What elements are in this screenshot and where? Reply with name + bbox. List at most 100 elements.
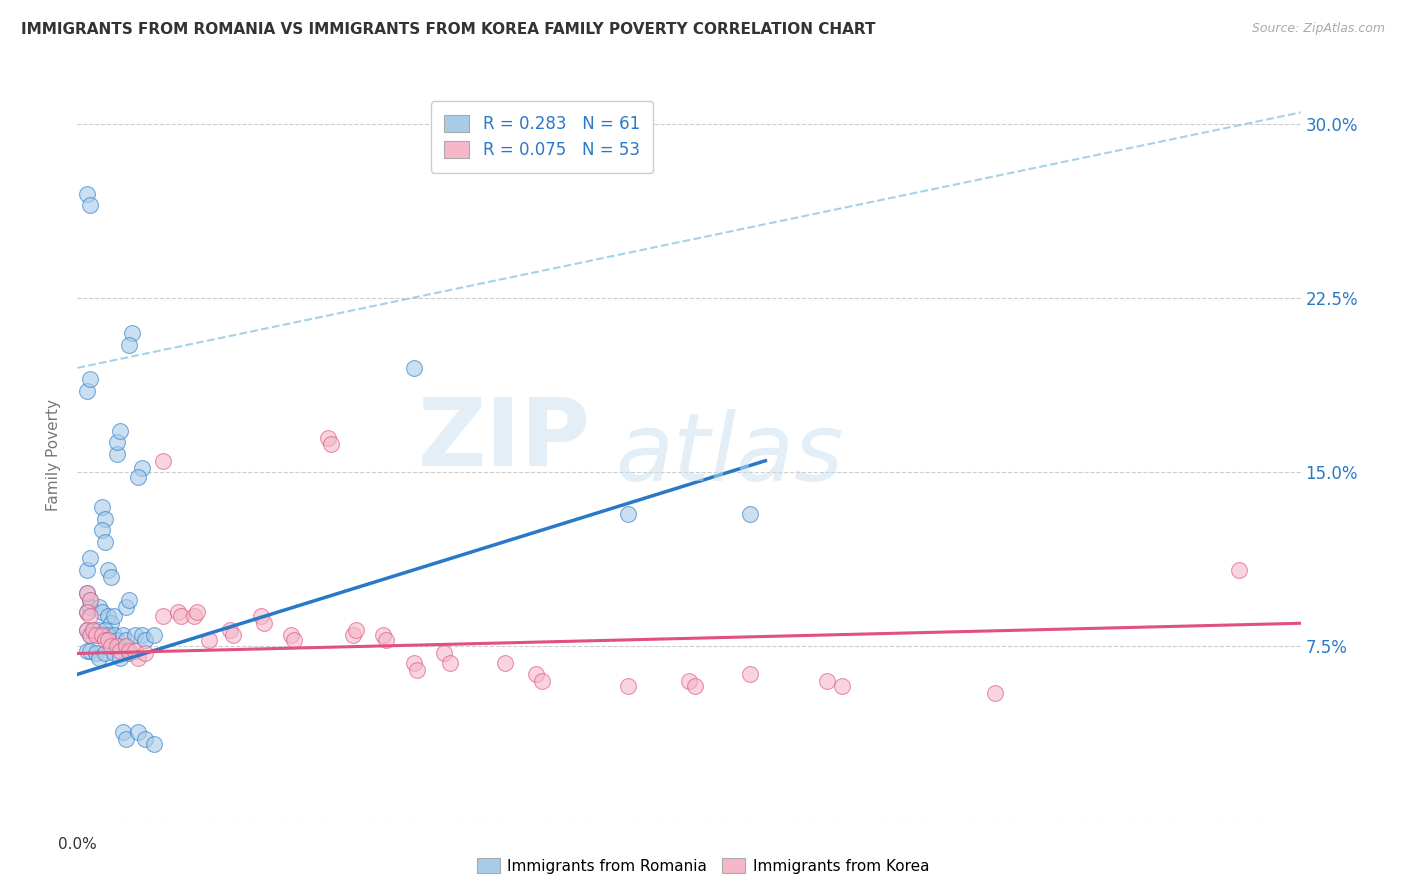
Point (128, 470, 150, 484)
Point (683, 679, 706, 693)
Point (124, 628, 146, 642)
Point (82, 624, 104, 638)
Legend: R = 0.283   N = 61, R = 0.075   N = 53: R = 0.283 N = 61, R = 0.075 N = 53 (432, 101, 654, 172)
Point (76, 605, 98, 619)
Point (79, 628, 101, 642)
Point (439, 656, 461, 670)
Point (105, 640, 128, 654)
Point (79, 609, 101, 624)
Point (94, 647, 117, 661)
Point (280, 628, 302, 642)
Point (1229, 563, 1251, 577)
Point (87, 600, 110, 615)
Point (170, 609, 193, 624)
Point (79, 198, 101, 212)
Point (76, 186, 98, 201)
Point (142, 628, 165, 642)
Point (84, 647, 107, 661)
Point (76, 563, 98, 577)
Point (97, 609, 120, 624)
Point (90, 500, 112, 515)
Point (219, 624, 242, 638)
Point (115, 600, 138, 615)
Point (524, 667, 547, 681)
Text: Source: ZipAtlas.com: Source: ZipAtlas.com (1251, 22, 1385, 36)
Point (76, 586, 98, 600)
Point (112, 628, 135, 642)
Point (118, 647, 141, 661)
Point (186, 605, 208, 619)
Point (118, 593, 141, 607)
Point (134, 647, 156, 661)
Point (831, 679, 853, 693)
Point (79, 593, 101, 607)
Point (344, 624, 367, 638)
Point (316, 430, 339, 444)
Point (76, 624, 98, 638)
Point (198, 632, 221, 647)
Point (134, 632, 156, 647)
Point (131, 460, 153, 475)
Point (105, 632, 128, 647)
Point (134, 732, 156, 747)
Point (108, 424, 131, 438)
Point (183, 609, 205, 624)
Point (76, 605, 98, 619)
Point (79, 372, 101, 386)
Point (94, 512, 117, 526)
Point (79, 600, 101, 615)
Point (402, 656, 425, 670)
Point (103, 647, 125, 661)
Point (131, 628, 153, 642)
Point (108, 651, 131, 665)
Y-axis label: Family Poverty: Family Poverty (46, 399, 62, 511)
Point (94, 624, 117, 638)
Point (76, 384, 98, 398)
Point (100, 616, 122, 631)
Point (740, 507, 762, 521)
Point (283, 632, 305, 647)
Point (115, 632, 138, 647)
Point (108, 644, 131, 658)
Point (79, 644, 101, 658)
Point (740, 667, 762, 681)
Point (115, 732, 138, 747)
Point (97, 632, 120, 647)
Point (118, 337, 141, 351)
Point (371, 628, 394, 642)
Text: ZIP: ZIP (418, 394, 591, 486)
Point (105, 447, 128, 461)
Text: IMMIGRANTS FROM ROMANIA VS IMMIGRANTS FROM KOREA FAMILY POVERTY CORRELATION CHAR: IMMIGRANTS FROM ROMANIA VS IMMIGRANTS FR… (21, 22, 876, 37)
Point (128, 651, 150, 665)
Point (90, 524, 112, 538)
Point (94, 632, 117, 647)
Point (103, 628, 125, 642)
Legend: Immigrants from Romania, Immigrants from Korea: Immigrants from Romania, Immigrants from… (471, 852, 935, 880)
Point (76, 586, 98, 600)
Point (402, 360, 425, 375)
Point (84, 628, 107, 642)
Point (118, 644, 141, 658)
Point (76, 644, 98, 658)
Point (342, 628, 364, 642)
Text: 0.0%: 0.0% (58, 837, 97, 852)
Point (97, 628, 120, 642)
Point (94, 535, 117, 549)
Point (167, 605, 190, 619)
Point (100, 640, 122, 654)
Point (375, 632, 398, 647)
Point (253, 616, 276, 631)
Point (87, 651, 110, 665)
Point (433, 647, 456, 661)
Point (103, 609, 125, 624)
Text: atlas: atlas (616, 409, 844, 500)
Point (121, 326, 143, 340)
Point (495, 656, 517, 670)
Point (617, 507, 640, 521)
Point (321, 437, 343, 451)
Point (152, 609, 174, 624)
Point (100, 570, 122, 584)
Point (112, 725, 135, 739)
Point (87, 628, 110, 642)
Point (405, 663, 427, 677)
